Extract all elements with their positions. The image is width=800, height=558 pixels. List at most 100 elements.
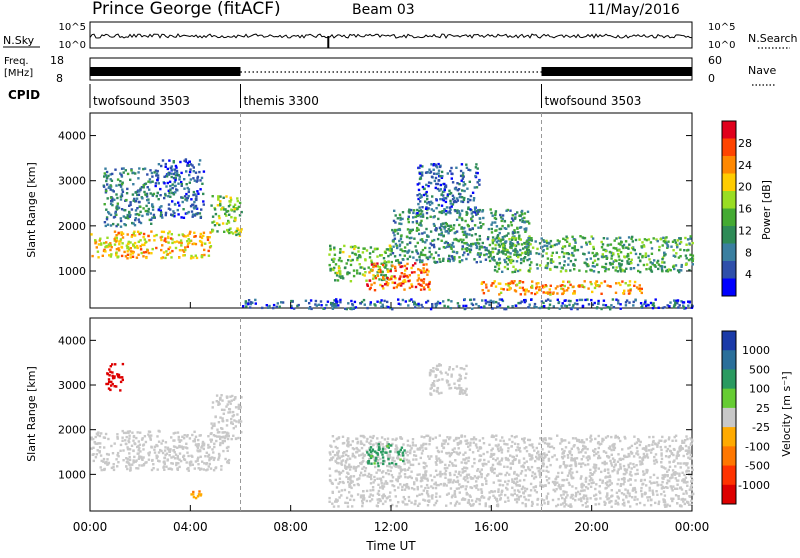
data-cell <box>369 252 371 254</box>
data-cell <box>210 204 212 206</box>
data-cell <box>209 457 211 459</box>
data-cell <box>135 209 137 211</box>
data-cell <box>443 235 445 237</box>
data-cell <box>472 451 474 453</box>
data-cell <box>221 399 223 401</box>
data-cell <box>679 269 681 271</box>
data-cell <box>106 458 108 460</box>
data-cell <box>416 495 418 497</box>
data-cell <box>627 490 629 492</box>
data-cell <box>332 492 334 494</box>
data-cell <box>353 248 355 250</box>
data-cell <box>624 436 626 438</box>
data-cell <box>686 462 688 464</box>
data-cell <box>634 479 636 481</box>
data-cell <box>419 200 421 202</box>
data-cell <box>523 242 525 244</box>
data-cell <box>546 267 548 269</box>
data-cell <box>640 441 642 443</box>
data-cell <box>354 301 356 303</box>
data-cell <box>545 265 547 267</box>
data-cell <box>653 462 655 464</box>
data-cell <box>225 405 227 407</box>
data-cell <box>146 199 148 201</box>
data-cell <box>386 301 388 303</box>
data-cell <box>473 298 475 300</box>
data-cell <box>250 301 252 303</box>
data-cell <box>644 456 646 458</box>
data-cell <box>344 266 346 268</box>
data-cell <box>691 479 693 481</box>
data-cell <box>467 446 469 448</box>
data-cell <box>616 495 618 497</box>
data-cell <box>412 464 414 466</box>
data-cell <box>430 163 432 165</box>
data-cell <box>468 233 470 235</box>
data-cell <box>373 282 375 284</box>
data-cell <box>485 302 487 304</box>
data-cell <box>128 452 130 454</box>
data-cell <box>141 438 143 440</box>
data-cell <box>145 441 147 443</box>
data-cell <box>435 227 437 229</box>
data-cell <box>151 203 153 205</box>
data-cell <box>672 249 674 251</box>
data-cell <box>156 435 158 437</box>
data-cell <box>172 439 174 441</box>
data-cell <box>580 490 582 492</box>
data-cell <box>403 273 405 275</box>
data-cell <box>504 501 506 503</box>
data-cell <box>280 301 282 303</box>
data-cell <box>574 499 576 501</box>
data-cell <box>195 243 197 245</box>
data-cell <box>511 217 513 219</box>
data-cell <box>155 182 157 184</box>
data-cell <box>623 481 625 483</box>
data-cell <box>384 500 386 502</box>
data-cell <box>192 177 194 179</box>
data-cell <box>374 479 376 481</box>
data-cell <box>682 493 684 495</box>
data-cell <box>597 303 599 305</box>
data-cell <box>424 487 426 489</box>
data-cell <box>102 255 104 257</box>
data-cell <box>435 305 437 307</box>
data-cell <box>224 431 226 433</box>
data-cell <box>372 251 374 253</box>
data-cell <box>120 226 122 228</box>
data-cell <box>394 238 396 240</box>
data-cell <box>465 164 467 166</box>
data-cell <box>402 280 404 282</box>
data-cell <box>561 305 563 307</box>
data-cell <box>114 169 116 171</box>
data-cell <box>385 480 387 482</box>
data-cell <box>450 226 452 228</box>
data-cell <box>355 253 357 255</box>
data-cell <box>421 279 423 281</box>
data-cell <box>390 270 392 272</box>
data-cell <box>464 462 466 464</box>
data-cell <box>240 406 242 408</box>
data-cell <box>572 494 574 496</box>
data-cell <box>163 182 165 184</box>
data-cell <box>596 252 598 254</box>
data-cell <box>366 440 368 442</box>
data-cell <box>344 502 346 504</box>
data-cell <box>601 462 603 464</box>
data-cell <box>457 302 459 304</box>
data-cell <box>559 465 561 467</box>
data-cell <box>158 441 160 443</box>
data-cell <box>537 467 539 469</box>
data-cell <box>500 216 502 218</box>
data-cell <box>195 198 197 200</box>
data-cell <box>236 227 238 229</box>
data-cell <box>129 179 131 181</box>
data-cell <box>512 282 514 284</box>
data-cell <box>661 487 663 489</box>
data-cell <box>228 221 230 223</box>
data-cell <box>563 264 565 266</box>
data-cell <box>627 447 629 449</box>
beam-label: Beam 03 <box>352 2 415 18</box>
data-cell <box>428 443 430 445</box>
noise-left-tick-top: 10^5 <box>59 22 86 33</box>
